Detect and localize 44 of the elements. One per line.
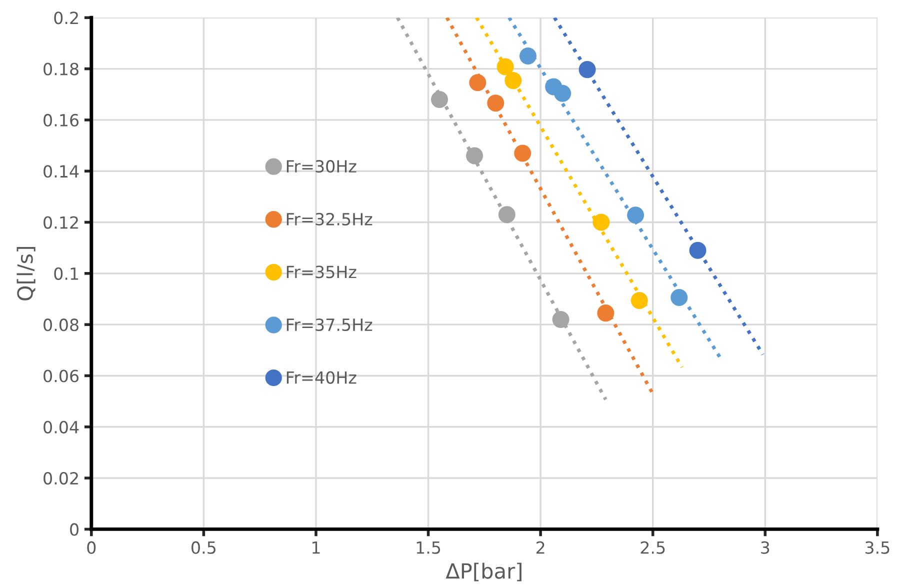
point <box>689 242 706 259</box>
point <box>514 144 532 162</box>
point <box>498 206 516 224</box>
x-tick-label: 0 <box>87 541 96 554</box>
x-tick-label: 3.5 <box>865 541 890 554</box>
legend-label: Fr=40Hz <box>286 371 356 384</box>
y-tick-label: 0.06 <box>44 370 79 382</box>
y-axis-title: Q[l/s] <box>16 247 36 300</box>
x-tick-label: 3 <box>761 541 770 554</box>
y-tick-label: 0.18 <box>44 62 78 76</box>
y-tick-label: 0.2 <box>54 12 78 24</box>
point <box>592 214 610 231</box>
legend-label: Fr=35Hz <box>286 266 356 278</box>
x-tick-label: 2.5 <box>640 541 665 554</box>
point <box>431 90 448 108</box>
point <box>487 94 504 112</box>
x-tick-label: 0.5 <box>192 541 216 554</box>
y-tick-label: 0.04 <box>44 420 79 434</box>
y-tick-label: 0.14 <box>44 165 79 178</box>
x-tick-label: 2 <box>536 541 544 554</box>
point <box>504 72 522 90</box>
x-tick-label: 1.5 <box>416 542 440 554</box>
y-tick-label: 0.02 <box>44 472 78 485</box>
point <box>554 84 572 102</box>
point <box>496 58 514 76</box>
y-tick-label: 0.1 <box>54 267 78 280</box>
y-tick-label: 0 <box>70 523 78 536</box>
point <box>469 74 486 92</box>
point <box>519 48 536 65</box>
y-tick-label: 0.08 <box>44 318 78 332</box>
point <box>597 304 614 322</box>
point <box>552 310 570 328</box>
y-tick-label: 0.12 <box>44 216 78 229</box>
legend-label: Fr=37.5Hz <box>286 318 372 332</box>
point <box>466 147 484 164</box>
point <box>578 61 596 78</box>
y-tick-label: 0.16 <box>44 114 79 127</box>
x-axis-title: ΔP[bar] <box>446 562 522 582</box>
x-tick-label: 1 <box>312 542 320 554</box>
legend-label: Fr=30Hz <box>286 160 356 173</box>
point <box>670 288 688 306</box>
legend-label: Fr=32.5Hz <box>286 212 372 226</box>
point <box>630 292 648 310</box>
point <box>627 206 644 224</box>
